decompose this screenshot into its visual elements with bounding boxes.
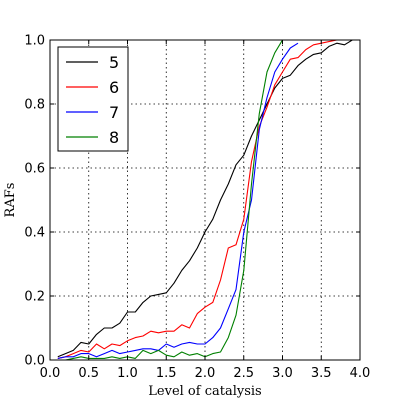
- series-line-6: [57, 40, 337, 359]
- y-tick-label: 0.6: [24, 162, 45, 177]
- tick-labels: 0.0 0.5 1.0 1.5 2.0 2.5 3.0 3.5 4.0 0.0 0.2 0.4 0.6 0…: [24, 34, 370, 382]
- y-tick-label: 0.4: [24, 226, 45, 241]
- x-tick-label: 1.5: [156, 366, 177, 381]
- x-tick-label: 1.0: [117, 366, 138, 381]
- legend: 5 6 7 8: [57, 46, 129, 152]
- x-axis-label: Level of catalysis: [148, 384, 261, 399]
- y-axis-label: RAFs: [3, 183, 18, 218]
- x-tick-label: 3.0: [272, 366, 293, 381]
- x-tick-label: 3.5: [311, 366, 332, 381]
- y-tick-label: 0.0: [24, 354, 45, 369]
- x-tick-label: 2.5: [233, 366, 254, 381]
- legend-frame: [57, 46, 129, 152]
- x-tick-label: 2.0: [195, 366, 216, 381]
- y-tick-label: 1.0: [24, 34, 45, 49]
- legend-label-7: 7: [109, 103, 119, 122]
- series-line-7: [57, 42, 299, 359]
- series-layer: [57, 40, 353, 360]
- x-tick-label: 4.0: [350, 366, 371, 381]
- legend-label-8: 8: [109, 128, 119, 147]
- x-tick-label: 0.0: [40, 366, 61, 381]
- legend-label-5: 5: [109, 53, 119, 72]
- y-tick-label: 0.2: [24, 290, 45, 305]
- series-line-8: [57, 40, 283, 360]
- y-tick-label: 0.8: [24, 98, 45, 113]
- x-tick-label: 0.5: [78, 366, 99, 381]
- ticks: [49, 39, 361, 361]
- legend-label-6: 6: [109, 78, 119, 97]
- series-line-5: [57, 40, 353, 358]
